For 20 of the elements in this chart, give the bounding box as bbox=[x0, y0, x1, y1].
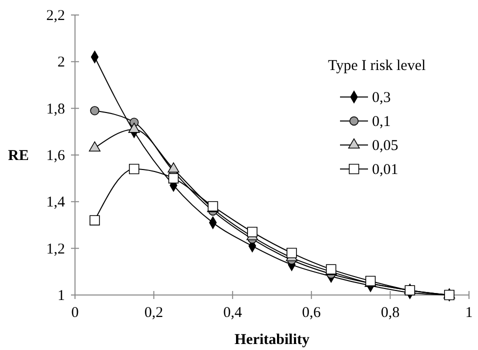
y-tick-label: 1,4 bbox=[46, 194, 66, 211]
x-tick-label: 0,2 bbox=[144, 305, 164, 321]
y-tick-label: 1 bbox=[58, 288, 65, 304]
x-axis-title: Heritability bbox=[234, 332, 310, 348]
y-tick-label: 1,2 bbox=[46, 241, 65, 258]
y-tick-label: 2,2 bbox=[46, 8, 65, 24]
x-tick-label: 0 bbox=[71, 305, 79, 321]
x-tick-label: 0,4 bbox=[223, 305, 242, 321]
legend-label: 0,05 bbox=[372, 138, 398, 154]
y-tick-label: 1,6 bbox=[46, 148, 66, 164]
legend-title: Type I risk level bbox=[328, 58, 426, 74]
x-tick-label: 0,6 bbox=[302, 305, 322, 321]
legend-label: 0,3 bbox=[372, 90, 391, 106]
x-tick-label: 0,8 bbox=[380, 305, 400, 321]
legend-label: 0,1 bbox=[372, 114, 391, 130]
y-tick-label: 2 bbox=[58, 54, 65, 71]
y-axis-title: RE bbox=[8, 148, 29, 164]
x-tick-label: 1 bbox=[465, 305, 473, 321]
legend-label: 0,01 bbox=[372, 162, 398, 178]
y-tick-label: 1,8 bbox=[46, 101, 65, 118]
